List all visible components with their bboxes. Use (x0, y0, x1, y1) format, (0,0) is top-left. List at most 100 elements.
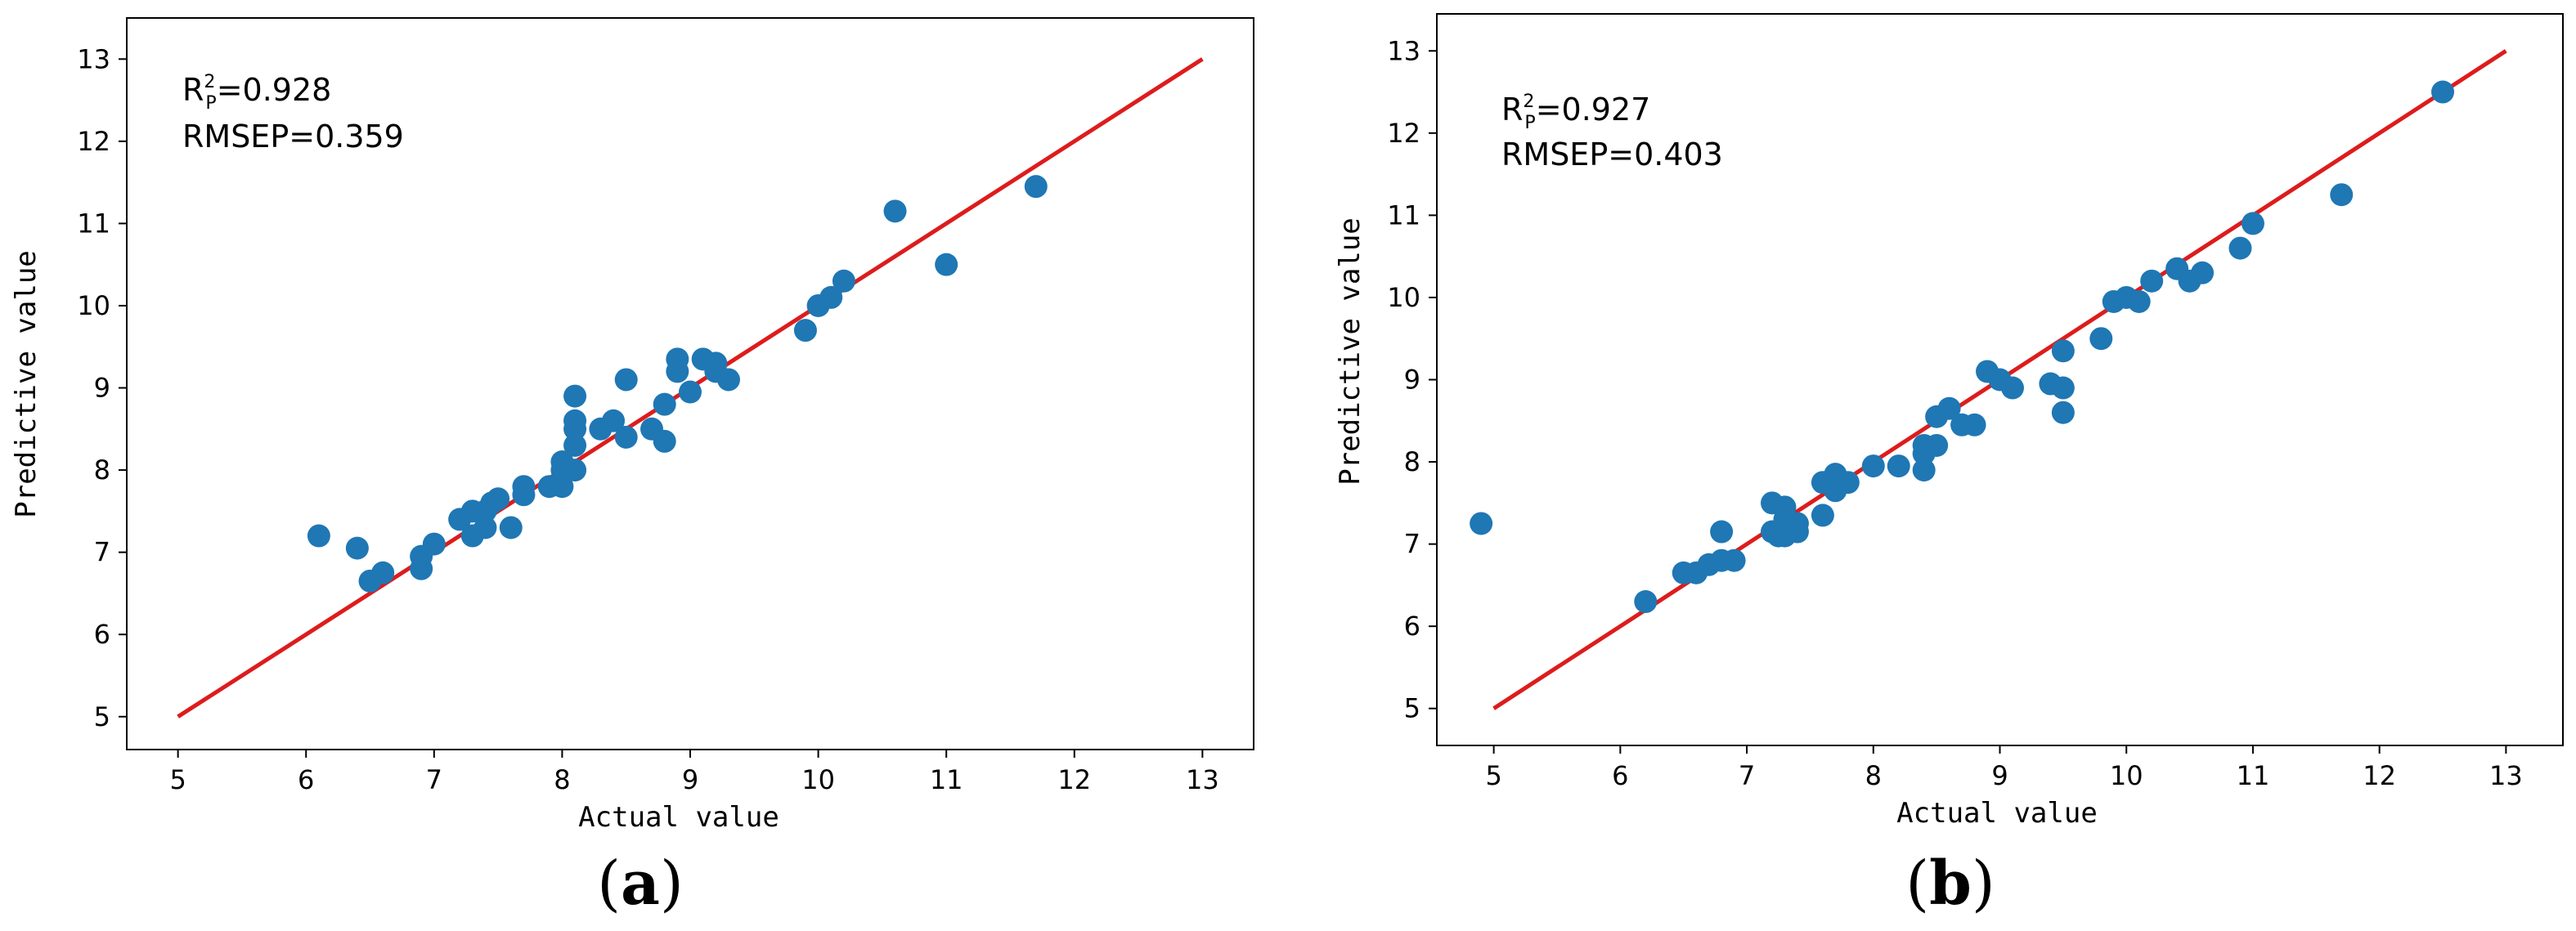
x-axis-label: Actual value (1896, 797, 2098, 830)
scatter-point (1024, 175, 1048, 199)
scatter-point (371, 561, 395, 584)
r2-annotation: R2 P=0.927 (1501, 92, 1650, 133)
scatter-point (1634, 590, 1658, 614)
x-axis-label: Actual value (578, 801, 779, 834)
x-tick-label: 13 (2489, 760, 2523, 791)
scatter-point (487, 487, 510, 511)
x-tick-label: 12 (1057, 764, 1091, 795)
y-tick-label: 5 (1404, 693, 1420, 724)
scatter-point (1722, 548, 1746, 572)
scatter-point (2140, 269, 2164, 293)
scatter-point (883, 199, 907, 223)
scatter-point (2051, 401, 2075, 424)
y-tick-label: 7 (1404, 529, 1420, 560)
x-tick-label: 5 (1485, 760, 1501, 791)
x-tick-label: 13 (1186, 764, 1219, 795)
scatter-point (2089, 327, 2113, 351)
x-tick-label: 8 (1865, 760, 1882, 791)
tick-group: 5 6 7 8 9 10 11 12 13 5 6 7 8 9 10 11 12 13 (77, 43, 1218, 795)
scatter-point (2051, 339, 2075, 363)
scatter-point (614, 425, 638, 449)
scatter-point (2000, 376, 2024, 400)
tick-group: 5 6 7 8 9 10 11 12 13 5 6 7 8 9 10 11 12 13 (1387, 35, 2522, 791)
x-tick-label: 7 (426, 764, 442, 795)
panel-b: 5 6 7 8 9 10 11 12 13 5 6 7 8 9 10 11 12 13 R2 P=0.927 RMS… (1334, 13, 2564, 919)
scatter-point (666, 360, 689, 383)
scatter-point (345, 536, 369, 560)
scatter-point (716, 368, 740, 392)
y-tick-label: 12 (1387, 118, 1420, 149)
scatter-point (550, 475, 574, 499)
y-tick-label: 10 (1387, 282, 1420, 313)
scatter-point (832, 269, 855, 293)
x-tick-label: 7 (1739, 760, 1755, 791)
scatter-point (473, 516, 497, 539)
scatter-point (2241, 212, 2264, 235)
x-tick-label: 11 (2237, 760, 2270, 791)
scatter-point (499, 516, 523, 539)
scatter-point (2127, 289, 2151, 313)
x-tick-label: 11 (930, 764, 963, 795)
y-tick-label: 11 (1387, 199, 1420, 231)
scatter-point (1887, 454, 1910, 478)
scatter-point (653, 392, 676, 416)
scatter-point (1710, 520, 1734, 544)
y-tick-label: 8 (94, 454, 110, 486)
x-tick-label: 5 (169, 764, 186, 795)
scatter-point (563, 417, 587, 441)
scatter-point (563, 384, 587, 408)
y-tick-label: 12 (77, 126, 110, 157)
scatter-point (1470, 512, 1493, 535)
x-tick-label: 12 (2363, 760, 2396, 791)
scatter-point (653, 429, 676, 453)
y-tick-label: 13 (77, 43, 110, 74)
y-tick-label: 9 (94, 373, 110, 404)
scatter-point (1925, 433, 1949, 457)
scatter-point (819, 285, 843, 309)
scatter-point (512, 483, 536, 507)
y-axis-label: Predictive value (10, 250, 43, 518)
scatter-point (1937, 396, 1961, 420)
x-tick-label: 6 (1612, 760, 1628, 791)
scatter-point (1912, 459, 1936, 482)
scatter-point (614, 368, 638, 392)
panel-label: (b) (1905, 848, 1995, 919)
scatter-point (935, 253, 958, 276)
scatter-point (2051, 376, 2075, 400)
y-tick-label: 5 (94, 701, 110, 732)
y-axis-label: Predictive value (1334, 217, 1367, 486)
scatter-point (422, 532, 446, 556)
x-tick-label: 6 (298, 764, 314, 795)
scatter-point (2431, 80, 2455, 104)
panel-a: 5 6 7 8 9 10 11 12 13 5 6 7 8 9 10 11 12 13 R2 P=0.928 RMS… (10, 17, 1254, 919)
scatter-points (307, 175, 1048, 593)
y-tick-label: 9 (1404, 365, 1420, 396)
scatter-point (1785, 520, 1809, 544)
scatter-point (307, 524, 330, 548)
x-tick-label: 8 (554, 764, 570, 795)
scatter-points (1470, 80, 2455, 614)
scatter-point (563, 459, 587, 482)
scatter-point (2191, 261, 2215, 284)
scatter-point (2330, 183, 2354, 207)
y-tick-label: 6 (94, 619, 110, 650)
rmsep-annotation: RMSEP=0.359 (182, 119, 404, 154)
y-tick-label: 13 (1387, 35, 1420, 66)
x-tick-label: 9 (1991, 760, 2008, 791)
x-tick-label: 10 (801, 764, 835, 795)
scatter-point (602, 409, 626, 432)
x-tick-label: 10 (2110, 760, 2143, 791)
scatter-point (1963, 413, 1986, 436)
scatter-point (1811, 504, 1834, 527)
y-tick-label: 8 (1404, 446, 1420, 477)
r2-annotation: R2 P=0.928 (182, 72, 331, 114)
scatter-point (1861, 454, 1885, 478)
scatter-point (1836, 471, 1860, 495)
scatter-point (2228, 236, 2252, 260)
rmsep-annotation: RMSEP=0.403 (1501, 137, 1723, 172)
y-tick-label: 11 (77, 208, 110, 239)
y-tick-label: 7 (94, 537, 110, 568)
y-tick-label: 10 (77, 290, 110, 321)
scatter-point (563, 433, 587, 457)
panel-label: (a) (597, 848, 684, 919)
